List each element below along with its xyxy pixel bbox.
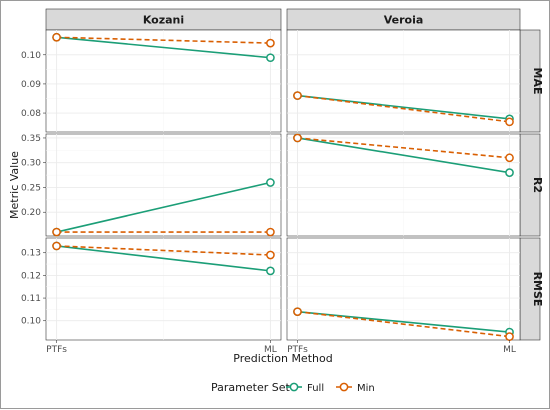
y-tick-label-rmse: 0.13 <box>21 249 41 259</box>
series-line-full-kozani-r2 <box>56 181 271 233</box>
data-point-full-ml-kozani-r2 <box>266 178 275 187</box>
y-tick-label-mae: 0.09 <box>21 80 41 90</box>
y-tick-label-r2: 0.25 <box>21 183 41 193</box>
data-point-full-ml-kozani-mae <box>266 53 275 63</box>
data-point-min-ptfs-veroia-mae <box>293 91 302 100</box>
y-tick-label-rmse: 0.11 <box>21 294 41 304</box>
facet-strip-label-rmse: RMSE <box>531 272 544 307</box>
series-line-min-veroia-mae <box>297 94 510 123</box>
series-line-full-kozani-mae <box>56 36 271 59</box>
data-point-min-ptfs-veroia-r2 <box>293 133 302 143</box>
data-point-min-ptfs-veroia-rmse <box>293 307 302 317</box>
y-tick-label-mae: 0.10 <box>21 51 41 61</box>
facet-strip-label-r2: R2 <box>531 177 544 193</box>
x-tick-label-ptfs-veroia: PTFs <box>287 345 308 355</box>
y-tick-label-mae: 0.08 <box>21 109 41 119</box>
data-point-min-ptfs-kozani-mae <box>52 32 61 42</box>
data-point-min-ml-veroia-mae <box>505 117 514 127</box>
y-tick-label-rmse: 0.12 <box>21 271 41 281</box>
data-point-min-ml-veroia-rmse <box>505 332 514 341</box>
y-tick-label-rmse: 0.10 <box>21 317 41 327</box>
data-point-min-ml-kozani-mae <box>266 38 275 48</box>
y-tick-label-r2: 0.35 <box>21 134 41 144</box>
data-point-min-ml-kozani-r2 <box>266 227 275 237</box>
facet-strip-label-mae: MAE <box>531 68 544 95</box>
legend-key-marker-min <box>339 382 349 392</box>
series-line-full-veroia-r2 <box>297 137 510 174</box>
series-line-min-veroia-r2 <box>297 137 510 159</box>
series-line-min-veroia-rmse <box>297 310 510 338</box>
data-point-min-ml-kozani-rmse <box>266 250 275 260</box>
legend-label-full: Full <box>307 383 324 394</box>
data-point-min-ptfs-kozani-rmse <box>52 241 61 251</box>
series-line-min-kozani-mae <box>56 36 271 44</box>
series-line-full-kozani-rmse <box>56 245 271 272</box>
data-point-full-ml-veroia-r2 <box>505 168 514 177</box>
y-axis-title: Metric Value <box>8 151 21 219</box>
x-tick-label-ptfs-kozani: PTFs <box>46 345 67 355</box>
x-tick-label-ml-veroia: ML <box>503 345 516 355</box>
data-point-min-ptfs-kozani-r2 <box>52 227 61 237</box>
facet-strip-label-kozani: Kozani <box>143 14 184 27</box>
x-tick-label-ml-kozani: ML <box>264 345 277 355</box>
legend-title: Parameter Set <box>211 381 290 394</box>
data-point-full-ml-kozani-rmse <box>266 266 275 276</box>
y-tick-label-r2: 0.20 <box>21 208 41 218</box>
y-tick-label-r2: 0.30 <box>21 159 41 169</box>
series-line-min-kozani-rmse <box>56 245 271 256</box>
x-axis-title: Prediction Method <box>233 352 332 365</box>
legend-label-min: Min <box>357 383 375 394</box>
legend-key-marker-full <box>289 382 299 392</box>
facet-strip-label-veroia: Veroia <box>384 14 424 27</box>
data-point-min-ml-veroia-r2 <box>505 153 514 163</box>
